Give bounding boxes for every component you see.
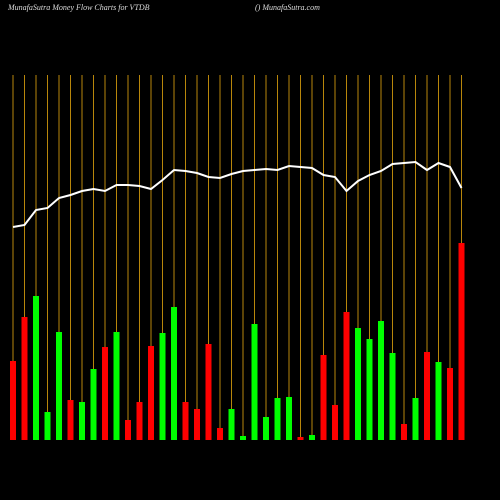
bar xyxy=(447,368,453,440)
bar xyxy=(240,436,246,440)
bar xyxy=(286,397,292,440)
chart-title: MunafaSutra Money Flow Charts for VTDB xyxy=(7,3,150,12)
bar xyxy=(435,362,442,440)
bar xyxy=(412,398,419,440)
bar xyxy=(44,412,51,440)
bar xyxy=(10,361,16,440)
bar xyxy=(148,346,154,440)
bar xyxy=(136,402,143,440)
bar xyxy=(90,369,97,440)
bar xyxy=(194,409,200,440)
bar xyxy=(251,324,258,440)
bar xyxy=(125,420,131,440)
bar xyxy=(217,428,223,440)
bar xyxy=(297,437,304,440)
bar xyxy=(424,352,430,440)
bar xyxy=(79,402,85,440)
bar xyxy=(320,355,327,440)
bar xyxy=(171,307,177,440)
chart-subtitle: () MunafaSutra.com xyxy=(255,3,320,12)
bar xyxy=(378,321,384,440)
bar xyxy=(332,405,338,440)
bar xyxy=(102,347,108,440)
bar xyxy=(355,328,361,440)
bar xyxy=(56,332,62,440)
bar xyxy=(309,435,315,440)
bar xyxy=(228,409,235,440)
bar xyxy=(33,296,39,440)
bar xyxy=(458,243,465,440)
money-flow-line xyxy=(12,160,463,228)
bar xyxy=(205,344,212,440)
bar xyxy=(67,400,74,440)
bar xyxy=(389,353,396,440)
bar xyxy=(366,339,373,440)
bar xyxy=(182,402,189,440)
bar xyxy=(263,417,269,440)
bar xyxy=(159,333,166,440)
bar xyxy=(21,317,28,440)
bar xyxy=(274,398,281,440)
bar xyxy=(401,424,407,440)
bar xyxy=(113,332,120,440)
bar xyxy=(343,312,350,440)
